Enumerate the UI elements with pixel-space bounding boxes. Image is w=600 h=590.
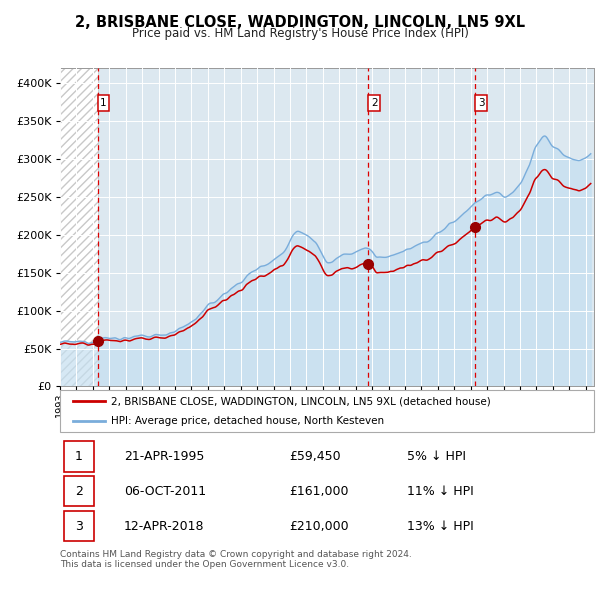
Text: Contains HM Land Registry data © Crown copyright and database right 2024.
This d: Contains HM Land Registry data © Crown c… [60,550,412,569]
FancyBboxPatch shape [64,511,94,542]
Text: 12-APR-2018: 12-APR-2018 [124,520,205,533]
Text: 2: 2 [75,484,83,498]
Text: 1: 1 [75,450,83,463]
Text: 5% ↓ HPI: 5% ↓ HPI [407,450,466,463]
Text: Price paid vs. HM Land Registry's House Price Index (HPI): Price paid vs. HM Land Registry's House … [131,27,469,40]
Text: 1: 1 [100,98,107,108]
Bar [60,68,98,386]
Text: £210,000: £210,000 [290,520,349,533]
Text: HPI: Average price, detached house, North Kesteven: HPI: Average price, detached house, Nort… [111,416,384,426]
Text: 06-OCT-2011: 06-OCT-2011 [124,484,206,498]
Bar [60,68,98,386]
FancyBboxPatch shape [64,441,94,471]
Text: 13% ↓ HPI: 13% ↓ HPI [407,520,474,533]
Text: 2: 2 [371,98,377,108]
Text: £161,000: £161,000 [290,484,349,498]
Text: 3: 3 [478,98,484,108]
Text: 21-APR-1995: 21-APR-1995 [124,450,205,463]
Text: 2, BRISBANE CLOSE, WADDINGTON, LINCOLN, LN5 9XL: 2, BRISBANE CLOSE, WADDINGTON, LINCOLN, … [75,15,525,30]
FancyBboxPatch shape [60,390,594,432]
Text: 11% ↓ HPI: 11% ↓ HPI [407,484,474,498]
FancyBboxPatch shape [64,476,94,506]
Text: £59,450: £59,450 [290,450,341,463]
Text: 2, BRISBANE CLOSE, WADDINGTON, LINCOLN, LN5 9XL (detached house): 2, BRISBANE CLOSE, WADDINGTON, LINCOLN, … [111,396,490,407]
Text: 3: 3 [75,520,83,533]
